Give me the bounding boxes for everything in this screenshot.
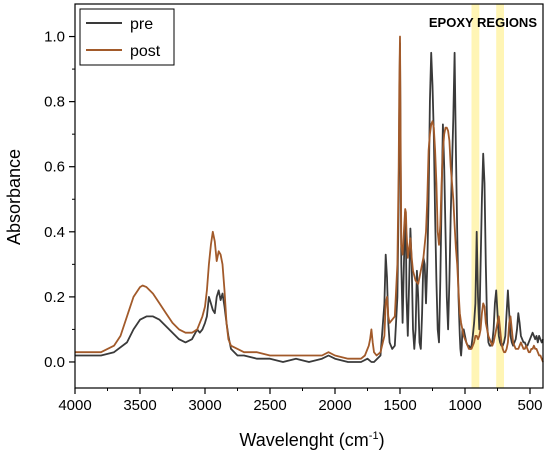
y-tick-label: 0.0 bbox=[44, 354, 65, 371]
y-tick-label: 0.4 bbox=[44, 224, 65, 241]
plot-frame bbox=[74, 3, 544, 389]
x-axis-title-sup: -1 bbox=[369, 430, 379, 442]
y-tick-label: 0.6 bbox=[44, 159, 65, 176]
x-tick-label: 500 bbox=[517, 397, 542, 414]
x-tick-label: 1000 bbox=[448, 397, 481, 414]
y-tick-label: 1.0 bbox=[44, 29, 65, 46]
series-line-post bbox=[75, 35, 544, 363]
y-axis-ticks: 0.0 0.2 0.4 0.6 0.8 1.0 bbox=[44, 29, 75, 371]
epoxy-highlight-band-1 bbox=[471, 4, 480, 388]
x-tick-label: 2500 bbox=[253, 397, 286, 414]
x-tick-label: 3500 bbox=[123, 397, 156, 414]
x-axis-title-main: Wavelenght (cm bbox=[239, 430, 368, 450]
y-tick-label: 0.8 bbox=[44, 94, 65, 111]
x-tick-label: 1500 bbox=[383, 397, 416, 414]
highlight-bands bbox=[471, 4, 504, 388]
x-tick-label: 2000 bbox=[318, 397, 351, 414]
x-axis-title-end: ) bbox=[379, 430, 385, 450]
x-axis-ticks: 4000 3500 3000 2500 2000 1500 1000 500 bbox=[58, 388, 543, 414]
legend: pre post bbox=[79, 8, 175, 66]
x-tick-label: 4000 bbox=[58, 397, 91, 414]
x-tick-label: 3000 bbox=[188, 397, 221, 414]
epoxy-highlight-band-2 bbox=[496, 4, 504, 388]
y-axis-title: Absorbance bbox=[4, 149, 24, 245]
legend-label-post: post bbox=[130, 43, 161, 60]
x-axis-title: Wavelenght (cm-1) bbox=[239, 430, 384, 450]
epoxy-regions-annotation: EPOXY REGIONS bbox=[429, 15, 537, 30]
series-lines bbox=[75, 35, 544, 363]
legend-box bbox=[79, 8, 175, 66]
y-tick-label: 0.2 bbox=[44, 289, 65, 306]
legend-label-pre: pre bbox=[130, 16, 153, 33]
